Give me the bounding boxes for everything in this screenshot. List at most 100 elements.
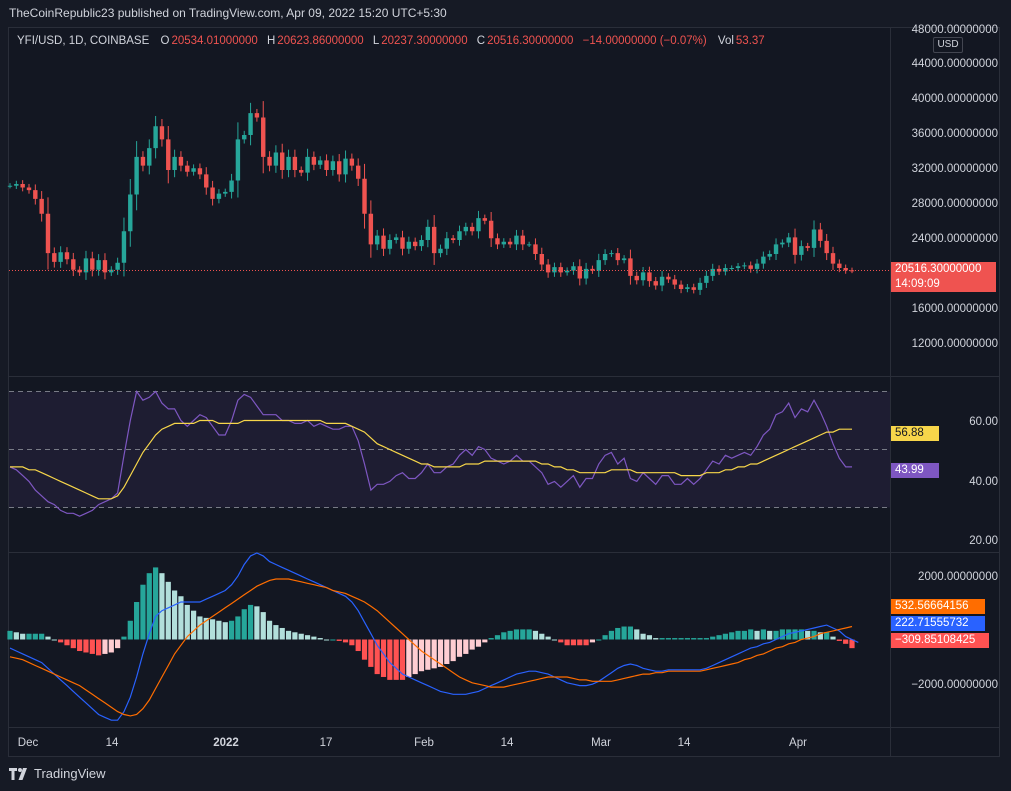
macd-histogram-bar	[311, 636, 317, 640]
macd-signal-tag: 532.56664156	[891, 599, 985, 614]
macd-histogram-bar	[836, 639, 842, 641]
macd-histogram-bar	[659, 638, 665, 640]
macd-histogram-bar	[235, 616, 241, 640]
currency-button[interactable]: USD	[933, 37, 963, 53]
macd-histogram-bar	[355, 639, 361, 652]
candle-body	[590, 268, 595, 271]
macd-histogram-bar	[361, 639, 368, 660]
candle-body	[318, 160, 323, 165]
macd-histogram-bar	[475, 639, 482, 647]
candle-body	[653, 281, 658, 286]
macd-histogram-bar	[134, 602, 140, 640]
legend-low: 20237.30000000	[381, 35, 468, 47]
candle-body	[254, 113, 260, 118]
macd-histogram-bar	[216, 620, 222, 640]
macd-histogram-bar	[621, 626, 627, 640]
legend-symbol[interactable]: YFI/USD, 1D, COINBASE	[17, 35, 150, 47]
legend-high: 20623.86000000	[277, 35, 364, 47]
candle-body	[210, 187, 215, 199]
candle-body	[678, 284, 684, 289]
candle-body	[33, 190, 38, 199]
macd-histogram-bar	[545, 636, 551, 640]
pane-divider[interactable]	[8, 552, 1000, 553]
candle-body	[780, 242, 785, 245]
candle-body	[754, 263, 760, 269]
candle-body	[628, 258, 633, 276]
time-tick: 14	[500, 737, 514, 749]
candle-body	[185, 165, 190, 172]
macd-histogram-bar	[7, 630, 13, 640]
candle-body	[147, 148, 152, 166]
macd-histogram-bar	[209, 619, 216, 640]
time-tick: Apr	[789, 737, 807, 749]
legend-volume: 53.37	[735, 35, 765, 47]
macd-histogram-bar	[482, 639, 488, 643]
macd-histogram-bar	[577, 639, 583, 646]
candle-body	[102, 260, 108, 273]
macd-histogram-bar	[159, 573, 165, 640]
tradingview-brand[interactable]: TradingView	[9, 766, 106, 781]
candle-body	[166, 139, 171, 170]
candle-body	[647, 272, 652, 282]
macd-histogram-bar	[380, 639, 387, 677]
time-tick: 17	[319, 737, 333, 749]
time-tick: Feb	[414, 737, 434, 749]
candle-body	[438, 248, 443, 254]
macd-histogram-bar	[824, 632, 830, 640]
candle-body	[463, 226, 469, 232]
candle-body	[558, 267, 563, 273]
macd-histogram-bar	[241, 609, 247, 640]
macd-histogram-bar	[608, 630, 615, 640]
macd-histogram-bar	[108, 639, 114, 653]
candle-body	[223, 191, 228, 194]
candle-body	[368, 213, 374, 245]
price-tick: 48000.00000000	[911, 24, 998, 36]
macd-histogram-bar	[317, 638, 323, 640]
macd-histogram-bar	[197, 616, 203, 640]
macd-histogram-bar	[349, 639, 355, 646]
candle-body	[729, 268, 734, 269]
candle-body	[830, 253, 836, 264]
candle-body	[229, 180, 234, 192]
macd-hist-tag: −309.85108425	[891, 633, 989, 648]
macd-histogram-bar	[716, 635, 722, 640]
candle-body	[121, 231, 127, 263]
price-tick: 16000.00000000	[911, 303, 998, 315]
macd-histogram-bar	[729, 632, 735, 640]
macd-histogram-bar	[513, 629, 520, 640]
candle-body	[83, 258, 89, 273]
macd-histogram-bar	[127, 620, 133, 640]
macd-histogram-bar	[627, 626, 634, 640]
rsi-tick: 60.00	[969, 416, 998, 428]
macd-histogram-bar	[203, 617, 209, 640]
macd-histogram-bar	[792, 629, 798, 640]
candle-body	[495, 238, 500, 245]
macd-histogram-bar	[463, 639, 469, 654]
candle-body	[20, 184, 25, 188]
candle-body	[64, 252, 70, 260]
candle-body	[412, 241, 418, 247]
macd-histogram-bar	[589, 639, 596, 643]
candle-body	[153, 126, 158, 149]
candle-body	[178, 156, 184, 166]
candle-body	[697, 282, 703, 290]
candle-body	[571, 266, 576, 271]
macd-histogram-bar	[488, 638, 494, 640]
candle-body	[786, 237, 791, 243]
candle-body	[273, 152, 279, 166]
time-tick: 2022	[213, 737, 239, 749]
candle-body	[90, 258, 95, 270]
pane-divider[interactable]	[8, 376, 1000, 377]
macd-histogram-bar	[526, 629, 532, 640]
candle-body	[482, 218, 488, 221]
macd-histogram-bar	[13, 632, 19, 640]
candle-body	[71, 259, 76, 270]
macd-histogram-bar	[172, 590, 178, 640]
candle-body	[128, 194, 133, 232]
macd-histogram-bar	[558, 639, 564, 643]
macd-histogram-bar	[285, 630, 292, 640]
candle-body	[267, 156, 272, 166]
rsi-ma-tag: 56.88	[891, 426, 939, 441]
macd-histogram-bar	[494, 635, 501, 640]
